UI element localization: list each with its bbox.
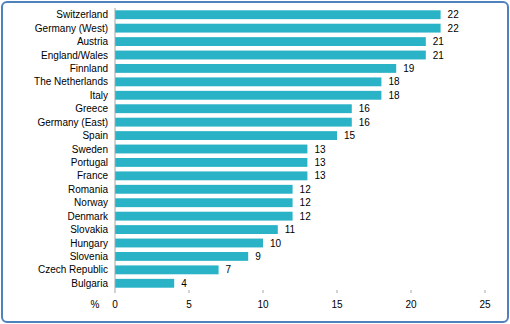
category-label: Czech Republic bbox=[38, 264, 108, 275]
bar bbox=[115, 265, 219, 274]
chart: Switzerland 22 Germany (West) 22 Austria 21 En… bbox=[0, 0, 510, 324]
data-label: 13 bbox=[314, 157, 326, 168]
bar bbox=[115, 91, 381, 100]
tick-label: 10 bbox=[257, 299, 269, 310]
data-label: 15 bbox=[344, 130, 356, 141]
category-label: Finnland bbox=[70, 63, 108, 74]
tick-label: 20 bbox=[405, 299, 417, 310]
bar bbox=[115, 171, 307, 180]
data-label: 18 bbox=[388, 90, 400, 101]
data-label: 13 bbox=[314, 170, 326, 181]
bar bbox=[115, 185, 293, 194]
category-label: Germany (West) bbox=[35, 23, 108, 34]
data-label: 4 bbox=[181, 278, 187, 289]
category-label: Portugal bbox=[71, 157, 108, 168]
data-label: 12 bbox=[300, 211, 312, 222]
category-label: Germany (East) bbox=[37, 117, 108, 128]
category-label: Slovakia bbox=[70, 224, 108, 235]
axis-label: % bbox=[91, 299, 100, 310]
category-label: Denmark bbox=[67, 211, 109, 222]
category-label: The Netherlands bbox=[34, 76, 108, 87]
tick-mark bbox=[115, 290, 116, 293]
tick-mark bbox=[411, 290, 412, 293]
tick-mark bbox=[263, 290, 264, 293]
data-label: 12 bbox=[300, 197, 312, 208]
bar bbox=[115, 252, 248, 261]
bar bbox=[115, 131, 337, 140]
bar bbox=[115, 225, 278, 234]
category-label: France bbox=[77, 170, 109, 181]
bar bbox=[115, 239, 263, 248]
data-label: 16 bbox=[359, 117, 371, 128]
category-label: Romania bbox=[68, 184, 108, 195]
data-label: 7 bbox=[226, 264, 232, 275]
category-label: Austria bbox=[77, 36, 109, 47]
bar bbox=[115, 64, 396, 73]
bar bbox=[115, 10, 441, 19]
data-label: 10 bbox=[270, 238, 282, 249]
tick-label: 0 bbox=[112, 299, 118, 310]
data-label: 13 bbox=[314, 144, 326, 155]
bar bbox=[115, 51, 426, 60]
tick-mark bbox=[337, 290, 338, 293]
category-label: Bulgaria bbox=[71, 278, 108, 289]
data-label: 9 bbox=[255, 251, 261, 262]
category-label: England/Wales bbox=[41, 50, 108, 61]
axis-line bbox=[115, 8, 116, 290]
category-label: Spain bbox=[82, 130, 108, 141]
data-label: 12 bbox=[300, 184, 312, 195]
bar bbox=[115, 37, 426, 46]
bar bbox=[115, 24, 441, 33]
bar bbox=[115, 158, 307, 167]
category-label: Sweden bbox=[72, 144, 108, 155]
tick-mark bbox=[485, 290, 486, 293]
category-label: Hungary bbox=[70, 238, 108, 249]
data-label: 21 bbox=[433, 36, 445, 47]
bar bbox=[115, 198, 293, 207]
bars bbox=[115, 10, 441, 287]
data-label: 22 bbox=[448, 23, 460, 34]
tick-label: 5 bbox=[186, 299, 192, 310]
bar bbox=[115, 145, 307, 154]
bar bbox=[115, 212, 293, 221]
bar bbox=[115, 279, 174, 288]
axis-range bbox=[115, 290, 485, 291]
data-label: 22 bbox=[448, 9, 460, 20]
tick-label: 25 bbox=[479, 299, 491, 310]
data-label: 16 bbox=[359, 103, 371, 114]
category-label: Slovenia bbox=[70, 251, 109, 262]
category-label: Italy bbox=[90, 90, 108, 101]
data-label: 18 bbox=[388, 76, 400, 87]
tick-mark bbox=[189, 290, 190, 293]
category-label: Norway bbox=[74, 197, 108, 208]
category-label: Greece bbox=[75, 103, 108, 114]
bar bbox=[115, 104, 352, 113]
data-label: 21 bbox=[433, 50, 445, 61]
data-label: 11 bbox=[285, 224, 296, 235]
bar bbox=[115, 118, 352, 127]
data-label: 19 bbox=[403, 63, 415, 74]
tick-label: 15 bbox=[331, 299, 343, 310]
category-label: Switzerland bbox=[56, 9, 108, 20]
bar bbox=[115, 77, 381, 86]
